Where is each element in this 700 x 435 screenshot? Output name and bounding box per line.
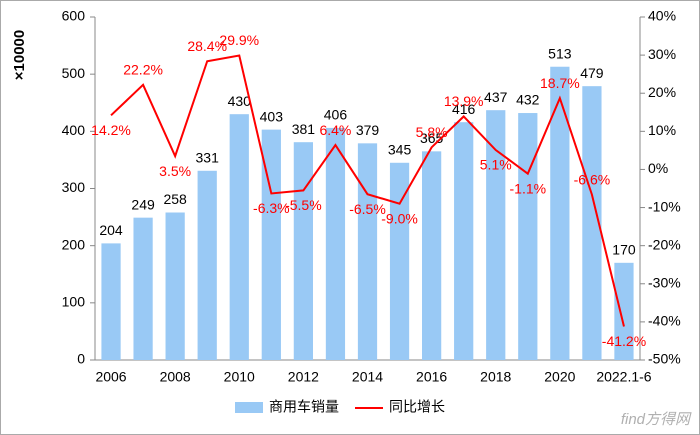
y-axis-label: ×10000 [11,30,28,80]
bar [582,86,602,361]
bar-value-label: 381 [292,121,316,137]
y-tick-label: 500 [62,65,86,81]
x-tick-label: 2008 [160,369,191,385]
bar [422,151,442,360]
line-value-label: 5.1% [480,157,512,173]
bar [261,129,281,360]
line-value-label: -5.5% [285,197,322,213]
line-value-label: -6.3% [253,200,290,216]
y-tick-label: 0 [77,351,85,367]
y-tick-label: 100 [62,294,86,310]
bar [454,122,474,360]
y-tick-label: 300 [62,179,86,195]
bar [614,262,634,360]
bar-value-label: 406 [324,107,348,123]
line-value-label: -41.2% [602,333,646,349]
bar [101,243,121,360]
bar [293,142,313,360]
bar-value-label: 437 [484,89,508,105]
y2-tick-label: -40% [648,313,681,329]
bar-value-label: 204 [99,222,123,238]
y2-tick-label: 30% [648,46,676,62]
y2-tick-label: -30% [648,274,681,290]
line-value-label: -6.6% [574,171,611,187]
bar [357,143,378,360]
bar-value-label: 432 [516,92,540,108]
bar [165,212,185,360]
y2-tick-label: 10% [648,122,676,138]
bar-value-label: 416 [452,101,476,117]
bar [389,162,410,360]
legend-swatch [235,402,263,413]
y2-tick-label: 0% [648,160,668,176]
line-value-label: 5.8% [416,124,448,140]
bar-value-label: 249 [131,196,155,212]
bar-value-label: 345 [388,141,412,157]
y2-tick-label: -50% [648,351,681,367]
line-value-label: -9.0% [381,210,418,226]
bar [133,217,153,360]
bar-value-label: 379 [356,122,380,138]
line-value-label: 28.4% [187,38,227,54]
line-value-label: 3.5% [159,163,191,179]
x-tick-label: 2012 [288,369,319,385]
legend-label: 商用车销量 [269,399,339,415]
bar [550,66,570,361]
y2-tick-label: -10% [648,198,681,214]
y-tick-label: 400 [62,122,86,138]
line-value-label: 29.9% [219,32,259,48]
line-value-label: -6.5% [349,201,386,217]
bar-value-label: 258 [163,191,187,207]
y2-tick-label: 20% [648,84,676,100]
bar-value-label: 430 [228,93,252,109]
x-tick-label: 2022.1-6 [596,369,651,385]
bar [197,170,217,360]
x-tick-label: 2010 [224,369,255,385]
bar [486,110,506,360]
watermark: find方得网 [621,411,692,428]
x-tick-label: 2018 [480,369,511,385]
bar-value-label: 513 [548,45,572,61]
y2-tick-label: 40% [648,8,676,24]
x-tick-label: 2016 [416,369,447,385]
line [110,54,625,327]
bar-value-label: 403 [260,108,284,124]
line-value-label: 13.9% [444,93,484,109]
bar-value-label: 331 [196,149,220,165]
line-value-label: 22.2% [123,62,163,78]
y-tick-label: 200 [62,236,86,252]
y2-tick-label: -20% [648,236,681,252]
x-tick-label: 2014 [352,369,383,385]
bar [229,114,249,360]
x-tick-label: 2020 [544,369,575,385]
x-tick-label: 2006 [95,369,126,385]
bar-value-label: 479 [580,65,604,81]
line-value-label: -1.1% [510,180,547,196]
line-value-label: 14.2% [91,122,131,138]
legend-label: 同比增长 [389,399,445,415]
bar [325,127,346,360]
y-tick-label: 600 [62,8,86,24]
bar-value-label: 170 [612,242,636,258]
bar [518,113,538,360]
line-value-label: 6.4% [319,122,351,138]
line-value-label: 18.7% [540,75,580,91]
